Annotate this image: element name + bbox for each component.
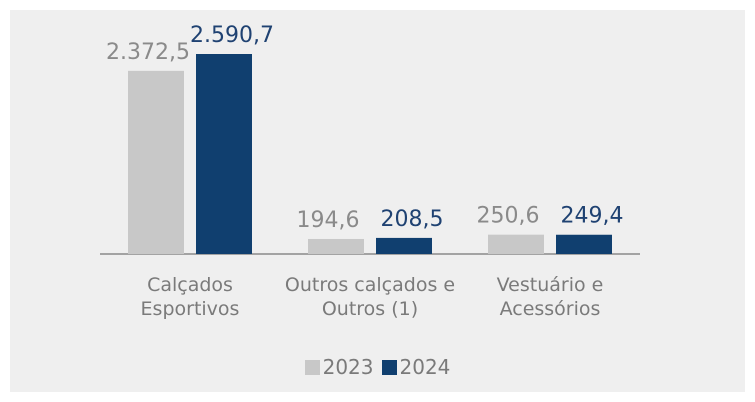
- category-label: Vestuário e Acessórios: [496, 274, 604, 320]
- value-label: 2.372,5: [106, 40, 190, 65]
- bar: [556, 234, 612, 254]
- legend-swatch: [381, 359, 397, 375]
- bar: [128, 70, 184, 254]
- legend-item: 2024: [381, 355, 451, 379]
- legend-item: 2023: [304, 355, 374, 379]
- legend-label: 2024: [399, 355, 451, 379]
- category-label: Outros calçados e Outros (1): [284, 274, 456, 320]
- value-label: 208,5: [381, 207, 444, 232]
- legend-label: 2023: [322, 355, 374, 379]
- value-label: 194,6: [297, 208, 360, 233]
- legend: 2023 2024: [0, 355, 755, 380]
- bar: [308, 238, 364, 254]
- value-label: 249,4: [561, 204, 624, 229]
- bar: [376, 237, 432, 254]
- value-label: 2.590,7: [190, 23, 274, 48]
- legend-swatch: [304, 359, 320, 375]
- bar: [196, 54, 252, 254]
- value-label: 250,6: [477, 204, 540, 229]
- bar: [488, 234, 544, 254]
- category-label: Calçados Esportivos: [140, 274, 240, 320]
